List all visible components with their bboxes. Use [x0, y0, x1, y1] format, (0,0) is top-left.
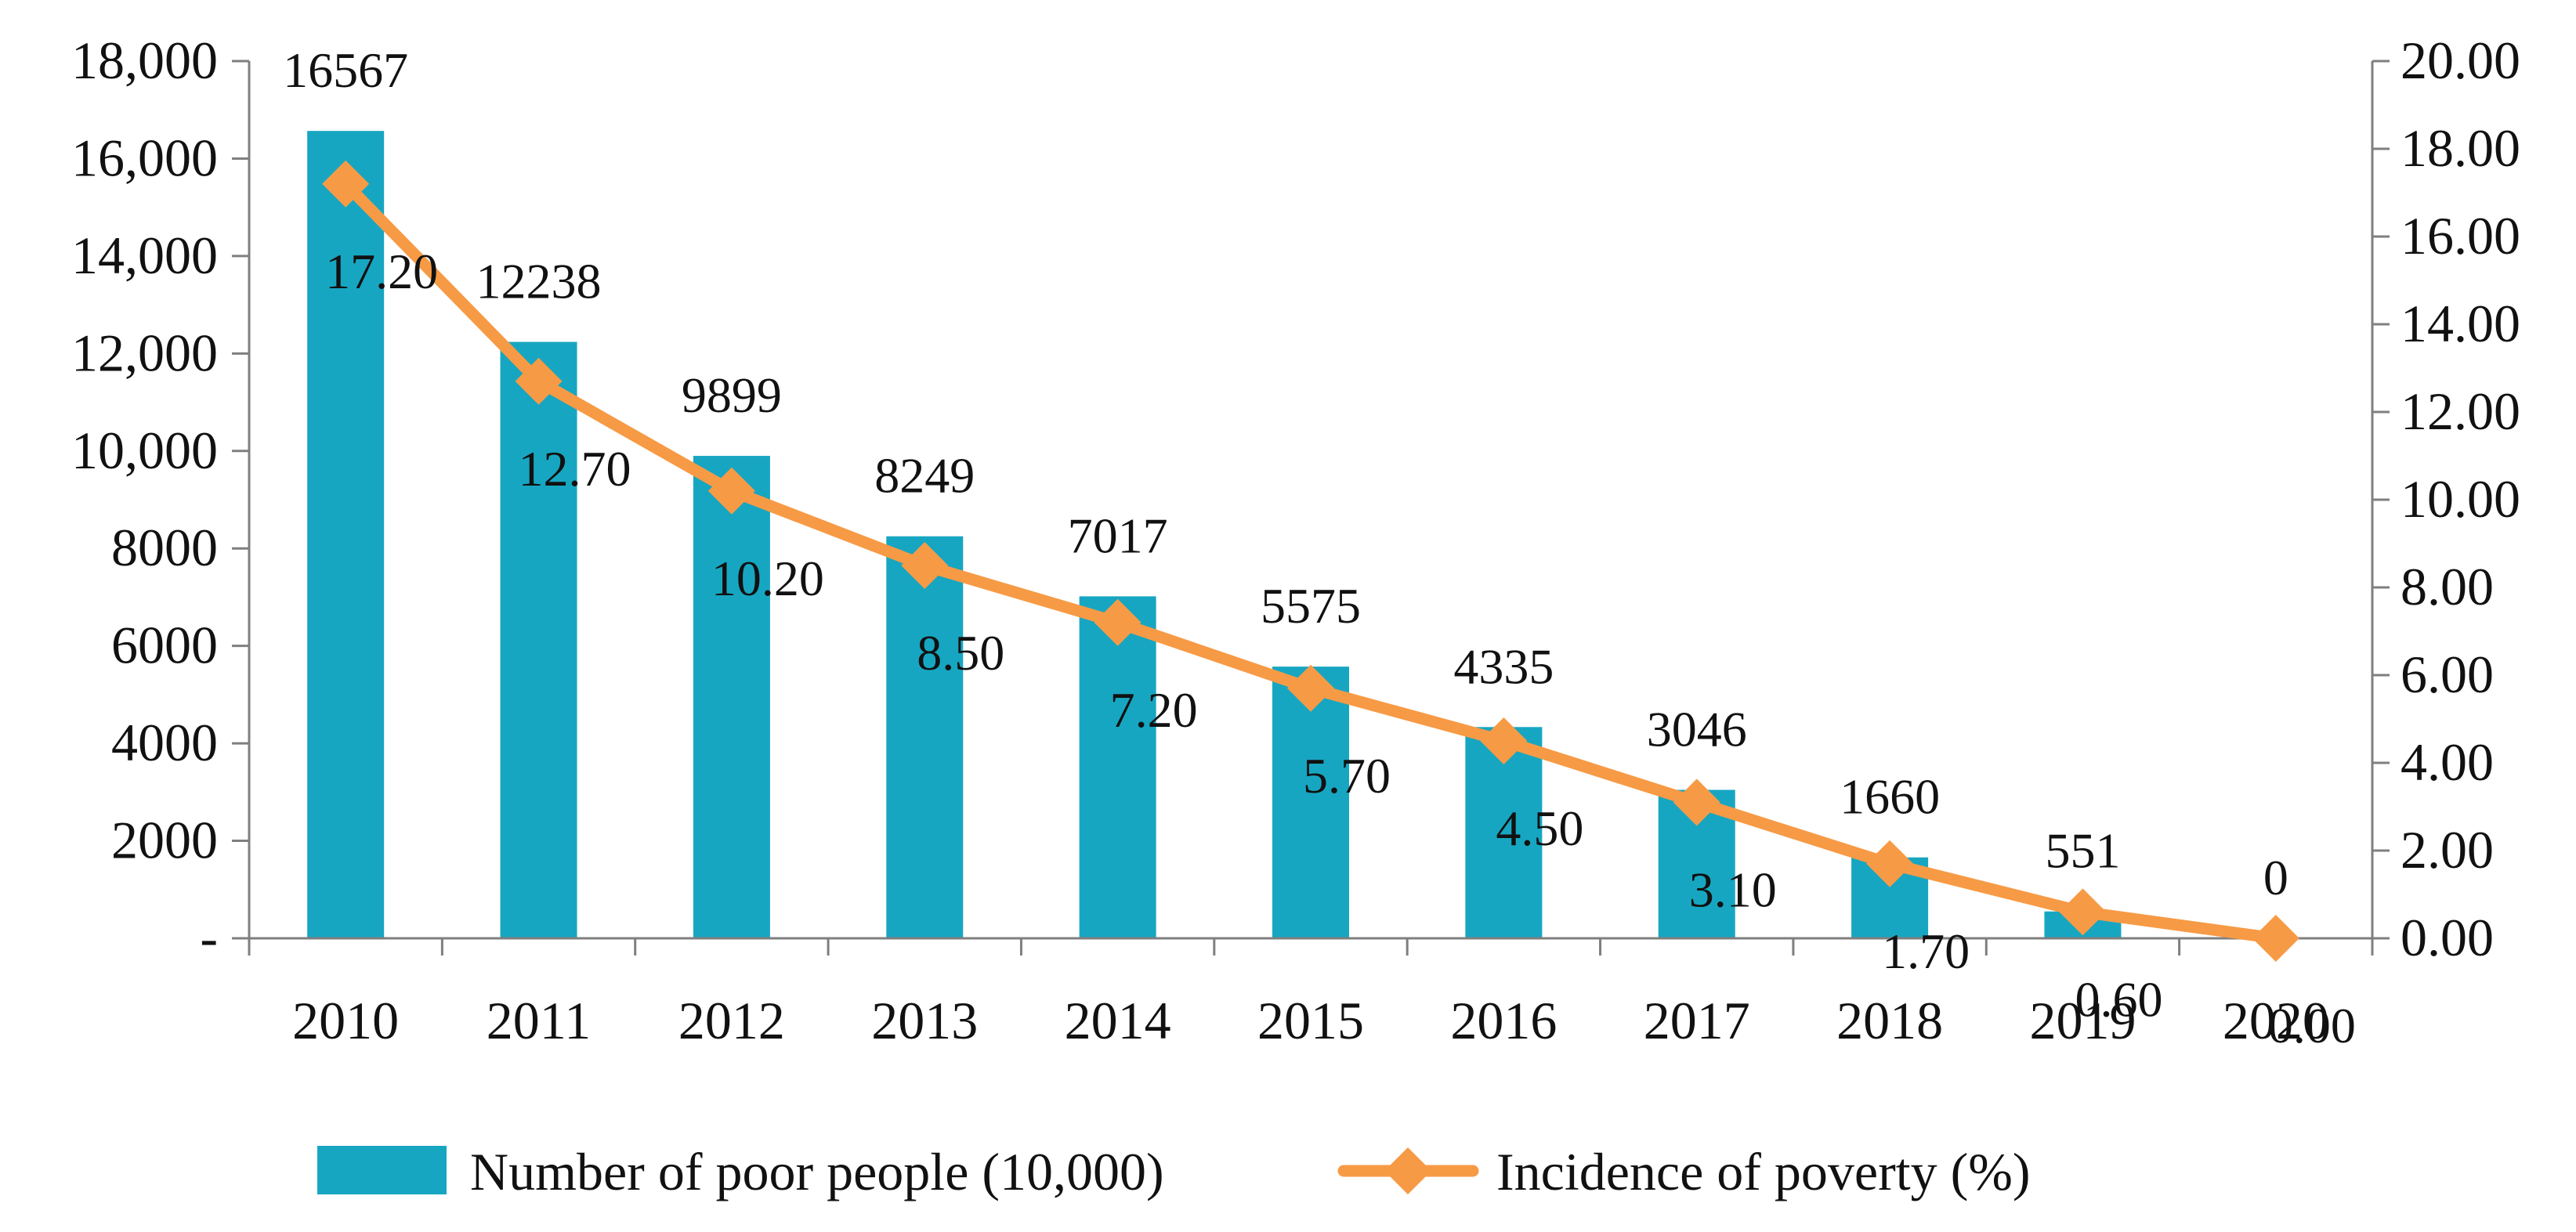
x-tick-label-2014: 2014	[1065, 991, 1171, 1050]
y-left-tick-label: -	[200, 908, 218, 967]
bar-data-label: 8249	[874, 448, 975, 504]
line-data-label: 8.50	[917, 625, 1004, 681]
y-right-tick-label: 20.00	[2401, 31, 2520, 90]
bar-data-label: 0	[2263, 850, 2288, 905]
legend-label-bars: Number of poor people (10,000)	[470, 1142, 1164, 1201]
bar-data-label: 3046	[1647, 701, 1747, 757]
y-right-tick-label: 0.00	[2401, 908, 2494, 967]
x-tick-label-2010: 2010	[292, 991, 399, 1050]
x-tick-label-2019: 2019	[2029, 991, 2136, 1050]
y-right-tick-label: 4.00	[2401, 732, 2494, 792]
x-tick-label-2012: 2012	[678, 991, 785, 1050]
bar-data-label: 7017	[1068, 508, 1168, 563]
x-tick-label-2013: 2013	[871, 991, 978, 1050]
bar-2014	[1079, 596, 1156, 938]
y-left-tick-label: 8000	[111, 518, 218, 577]
bar-data-label: 551	[2045, 823, 2120, 879]
y-right-tick-label: 18.00	[2401, 118, 2520, 178]
poverty-marker-2017	[1673, 779, 1720, 826]
x-tick-label-2015: 2015	[1257, 991, 1364, 1050]
y-right-tick-label: 16.00	[2401, 206, 2520, 266]
legend-bar-swatch	[317, 1146, 447, 1194]
poverty-marker-2014	[1094, 598, 1141, 646]
legend-line-marker	[1384, 1147, 1431, 1194]
y-right-tick-label: 8.00	[2401, 557, 2494, 616]
x-tick-label-2017: 2017	[1644, 991, 1750, 1050]
y-right-tick-label: 14.00	[2401, 294, 2520, 353]
bar-data-label: 5575	[1261, 578, 1361, 634]
poverty-marker-2016	[1480, 717, 1528, 764]
line-data-label: 5.70	[1303, 748, 1391, 804]
poverty-marker-2012	[707, 467, 755, 515]
poverty-marker-2013	[901, 542, 949, 589]
poverty-marker-2018	[1866, 840, 1914, 887]
line-data-label: 0.60	[2075, 971, 2162, 1027]
x-tick-label-2016: 2016	[1450, 991, 1557, 1050]
y-left-tick-label: 4000	[111, 713, 218, 772]
line-data-label: 1.70	[1882, 923, 1970, 979]
y-left-tick-label: 10,000	[71, 421, 218, 480]
y-right-tick-label: 6.00	[2401, 645, 2494, 704]
legend-label-line: Incidence of poverty (%)	[1496, 1142, 2031, 1201]
x-tick-label-2018: 2018	[1836, 991, 1943, 1050]
line-data-label: 0.00	[2268, 998, 2356, 1053]
y-left-tick-label: 18,000	[71, 31, 218, 90]
poverty-marker-2011	[515, 357, 563, 405]
bar-data-label: 12238	[476, 254, 602, 309]
bar-data-label: 16567	[283, 42, 408, 98]
line-data-label: 17.20	[325, 244, 438, 299]
line-data-label: 4.50	[1496, 800, 1583, 856]
poverty-marker-2015	[1287, 664, 1334, 712]
y-left-tick-label: 16,000	[71, 128, 218, 187]
poverty-marker-2019	[2059, 888, 2107, 936]
poverty-marker-2010	[322, 160, 370, 208]
y-right-tick-label: 12.00	[2401, 381, 2520, 441]
line-data-label: 3.10	[1689, 862, 1777, 917]
bar-2012	[693, 456, 770, 938]
bar-2010	[307, 131, 385, 939]
y-right-tick-label: 10.00	[2401, 469, 2520, 529]
y-left-tick-label: 6000	[111, 616, 218, 675]
bar-2015	[1272, 667, 1349, 938]
x-tick-label-2011: 2011	[487, 991, 591, 1050]
y-right-tick-label: 2.00	[2401, 820, 2494, 880]
y-left-tick-label: 12,000	[71, 323, 218, 382]
bar-data-label: 9899	[682, 367, 782, 423]
poverty-marker-2020	[2252, 915, 2299, 962]
line-data-label: 7.20	[1110, 682, 1198, 738]
bar-2011	[500, 341, 577, 939]
bar-2013	[886, 536, 964, 938]
line-data-label: 10.20	[711, 551, 824, 606]
bar-data-label: 4335	[1453, 638, 1554, 694]
x-tick-label-2020: 2020	[2223, 991, 2329, 1050]
y-left-tick-label: 14,000	[71, 226, 218, 285]
line-data-label: 12.70	[519, 441, 631, 497]
y-left-tick-label: 2000	[111, 811, 218, 870]
bar-data-label: 1660	[1840, 769, 1940, 825]
